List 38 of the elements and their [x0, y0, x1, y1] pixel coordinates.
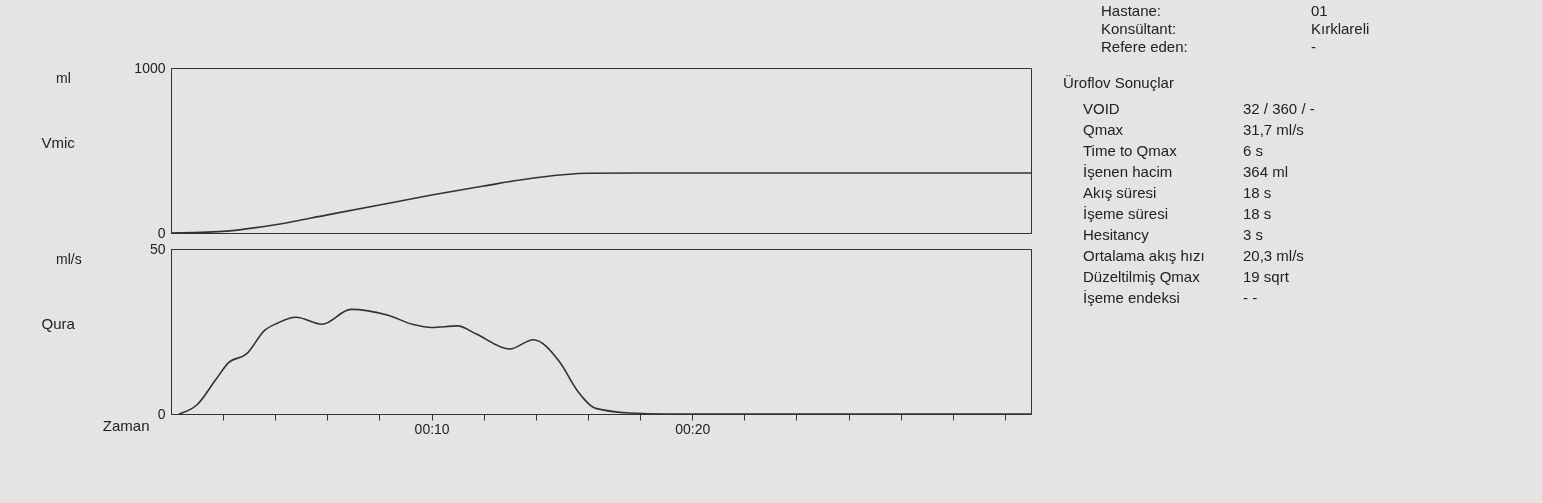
- y-axis-title: Qura: [41, 314, 76, 332]
- text: 18 s: [1243, 184, 1272, 201]
- x-axis-title: Zaman: [102, 416, 150, 434]
- y-tick-label: 50: [149, 240, 166, 257]
- text: 3 s: [1243, 226, 1264, 243]
- text: 31,7 ml/s: [1243, 121, 1304, 138]
- text: Düzeltilmiş Qmax: [1083, 268, 1201, 285]
- y-axis-title: Vmic: [41, 133, 76, 151]
- y-tick-label: 0: [157, 224, 166, 241]
- text: 18 s: [1243, 205, 1272, 222]
- text: 364 ml: [1243, 163, 1289, 180]
- text: Refere eden:: [1101, 38, 1188, 55]
- text: Kırklareli: [1311, 20, 1370, 37]
- x-tick-label: 00:20: [675, 420, 711, 437]
- y-tick-label: 0: [157, 405, 166, 422]
- y-tick-label: 1000: [134, 59, 166, 76]
- text: Hesitancy: [1083, 226, 1150, 243]
- text: -: [1311, 38, 1316, 55]
- text: Ortalama akış hızı: [1083, 247, 1205, 264]
- text: ml/s: [56, 251, 82, 267]
- text: 6 s: [1243, 142, 1264, 159]
- text: Üroflov Sonuçlar: [1063, 74, 1174, 91]
- text: Qmax: [1083, 121, 1124, 138]
- text: VOID: [1083, 100, 1120, 117]
- text: Konsültant:: [1101, 20, 1177, 37]
- text: 01: [1311, 2, 1328, 19]
- text: ml: [56, 70, 71, 86]
- text: İşeme süresi: [1083, 205, 1169, 222]
- x-tick-label: 00:10: [414, 420, 450, 437]
- text: Akış süresi: [1083, 184, 1157, 201]
- text: İşeme endeksi: [1083, 289, 1180, 306]
- text: 32 / 360 / -: [1243, 100, 1315, 117]
- text: 20,3 ml/s: [1243, 247, 1304, 264]
- text: 19 sqrt: [1243, 268, 1290, 285]
- text: Time to Qmax: [1083, 142, 1178, 159]
- text: Hastane:: [1101, 2, 1162, 19]
- text: - -: [1243, 289, 1258, 306]
- text: İşenen hacim: [1083, 163, 1173, 180]
